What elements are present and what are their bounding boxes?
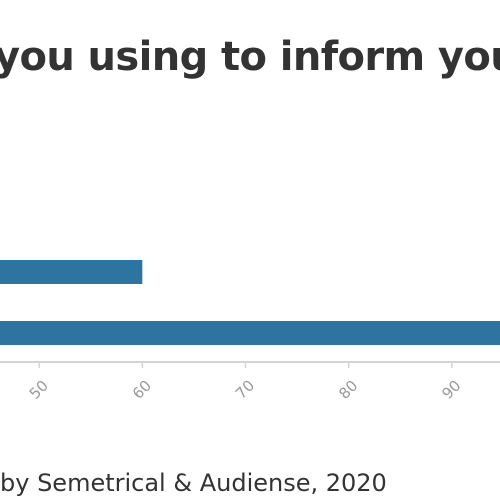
bar-1	[0, 321, 500, 345]
x-tick-label: 90	[438, 377, 464, 403]
source-note: by Semetrical & Audiense, 2020	[0, 469, 387, 497]
bars-group	[0, 260, 500, 345]
bar-0	[0, 260, 143, 284]
x-axis-ticks: 50 60 70 80 90	[26, 362, 465, 403]
x-tick-label: 60	[129, 377, 155, 403]
chart-title: you using to inform you	[0, 34, 500, 80]
x-tick-label: 70	[232, 377, 258, 403]
x-tick-label: 50	[26, 377, 52, 403]
x-tick-label: 80	[335, 377, 361, 403]
